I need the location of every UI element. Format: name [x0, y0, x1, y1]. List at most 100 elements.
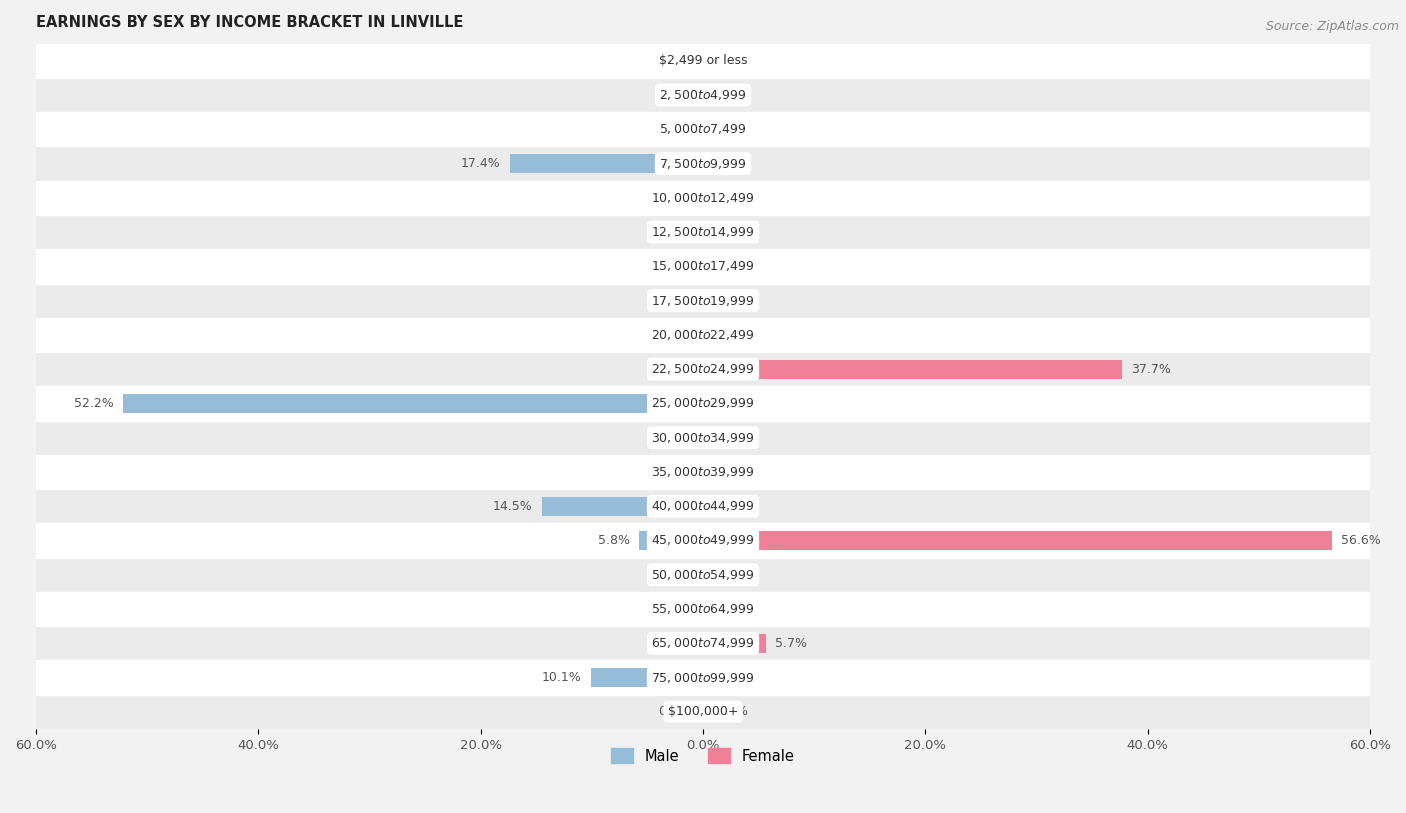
Bar — [509, 154, 703, 173]
Bar — [37, 146, 1369, 180]
Bar — [699, 600, 703, 619]
Bar — [699, 223, 703, 241]
Bar — [703, 668, 707, 687]
Bar — [37, 215, 1369, 250]
Bar — [37, 558, 1369, 592]
Bar — [122, 394, 703, 413]
Text: 0.0%: 0.0% — [658, 328, 690, 341]
Bar — [37, 454, 1369, 489]
Bar — [699, 325, 703, 345]
Text: 0.0%: 0.0% — [716, 466, 748, 479]
Bar — [699, 51, 703, 70]
Bar — [703, 325, 707, 345]
Text: $40,000 to $44,999: $40,000 to $44,999 — [651, 499, 755, 513]
Text: 0.0%: 0.0% — [716, 602, 748, 615]
Text: 0.0%: 0.0% — [658, 89, 690, 102]
Bar — [37, 250, 1369, 284]
Bar — [37, 180, 1369, 215]
Bar — [703, 600, 707, 619]
Text: $75,000 to $99,999: $75,000 to $99,999 — [651, 671, 755, 685]
Text: $17,500 to $19,999: $17,500 to $19,999 — [651, 293, 755, 307]
Text: 0.0%: 0.0% — [716, 431, 748, 444]
Bar — [703, 702, 707, 721]
Text: 0.0%: 0.0% — [658, 260, 690, 273]
Text: $45,000 to $49,999: $45,000 to $49,999 — [651, 533, 755, 547]
Bar — [37, 489, 1369, 524]
Bar — [699, 428, 703, 447]
Bar — [699, 257, 703, 276]
Bar — [591, 668, 703, 687]
Bar — [541, 497, 703, 515]
Bar — [703, 463, 707, 481]
Bar — [703, 291, 707, 310]
Text: 0.0%: 0.0% — [658, 226, 690, 239]
Text: 37.7%: 37.7% — [1130, 363, 1171, 376]
Text: $22,500 to $24,999: $22,500 to $24,999 — [651, 362, 755, 376]
Bar — [699, 85, 703, 105]
Bar — [699, 291, 703, 310]
Bar — [37, 660, 1369, 694]
Bar — [699, 634, 703, 653]
Text: 0.0%: 0.0% — [658, 191, 690, 204]
Bar — [37, 44, 1369, 78]
Text: $2,500 to $4,999: $2,500 to $4,999 — [659, 88, 747, 102]
Bar — [703, 394, 707, 413]
Text: 52.2%: 52.2% — [75, 397, 114, 410]
Text: 0.0%: 0.0% — [716, 568, 748, 581]
Bar — [703, 154, 707, 173]
Bar — [37, 626, 1369, 660]
Text: $35,000 to $39,999: $35,000 to $39,999 — [651, 465, 755, 479]
Text: 0.0%: 0.0% — [658, 54, 690, 67]
Text: 0.0%: 0.0% — [658, 294, 690, 307]
Text: 0.0%: 0.0% — [716, 500, 748, 513]
Text: $2,499 or less: $2,499 or less — [659, 54, 747, 67]
Text: 0.0%: 0.0% — [716, 157, 748, 170]
Text: 17.4%: 17.4% — [461, 157, 501, 170]
Bar — [37, 284, 1369, 318]
Bar — [638, 531, 703, 550]
Bar — [703, 531, 1333, 550]
Text: 0.0%: 0.0% — [658, 602, 690, 615]
Bar — [699, 702, 703, 721]
Text: $25,000 to $29,999: $25,000 to $29,999 — [651, 397, 755, 411]
Text: $20,000 to $22,499: $20,000 to $22,499 — [651, 328, 755, 342]
Text: 0.0%: 0.0% — [716, 191, 748, 204]
Text: 0.0%: 0.0% — [658, 431, 690, 444]
Text: $50,000 to $54,999: $50,000 to $54,999 — [651, 567, 755, 582]
Text: $5,000 to $7,499: $5,000 to $7,499 — [659, 122, 747, 137]
Bar — [699, 189, 703, 207]
Bar — [703, 428, 707, 447]
Bar — [703, 189, 707, 207]
Text: 14.5%: 14.5% — [494, 500, 533, 513]
Text: 0.0%: 0.0% — [658, 568, 690, 581]
Text: $7,500 to $9,999: $7,500 to $9,999 — [659, 157, 747, 171]
Text: Source: ZipAtlas.com: Source: ZipAtlas.com — [1265, 20, 1399, 33]
Text: $12,500 to $14,999: $12,500 to $14,999 — [651, 225, 755, 239]
Bar — [37, 420, 1369, 454]
Bar — [703, 257, 707, 276]
Text: 0.0%: 0.0% — [716, 328, 748, 341]
Text: 56.6%: 56.6% — [1341, 534, 1381, 547]
Text: $55,000 to $64,999: $55,000 to $64,999 — [651, 602, 755, 616]
Text: $30,000 to $34,999: $30,000 to $34,999 — [651, 431, 755, 445]
Text: 0.0%: 0.0% — [716, 671, 748, 684]
Text: $100,000+: $100,000+ — [668, 706, 738, 719]
Bar — [37, 694, 1369, 729]
Text: EARNINGS BY SEX BY INCOME BRACKET IN LINVILLE: EARNINGS BY SEX BY INCOME BRACKET IN LIN… — [37, 15, 464, 30]
Text: 0.0%: 0.0% — [716, 54, 748, 67]
Bar — [703, 497, 707, 515]
Bar — [37, 386, 1369, 420]
Text: 0.0%: 0.0% — [716, 294, 748, 307]
Text: 0.0%: 0.0% — [716, 226, 748, 239]
Bar — [699, 120, 703, 139]
Text: 0.0%: 0.0% — [658, 466, 690, 479]
Bar — [703, 223, 707, 241]
Bar — [37, 524, 1369, 558]
Bar — [37, 112, 1369, 146]
Text: $15,000 to $17,499: $15,000 to $17,499 — [651, 259, 755, 273]
Bar — [703, 85, 707, 105]
Text: 0.0%: 0.0% — [716, 706, 748, 719]
Bar — [37, 592, 1369, 626]
Text: $65,000 to $74,999: $65,000 to $74,999 — [651, 637, 755, 650]
Text: 5.8%: 5.8% — [598, 534, 630, 547]
